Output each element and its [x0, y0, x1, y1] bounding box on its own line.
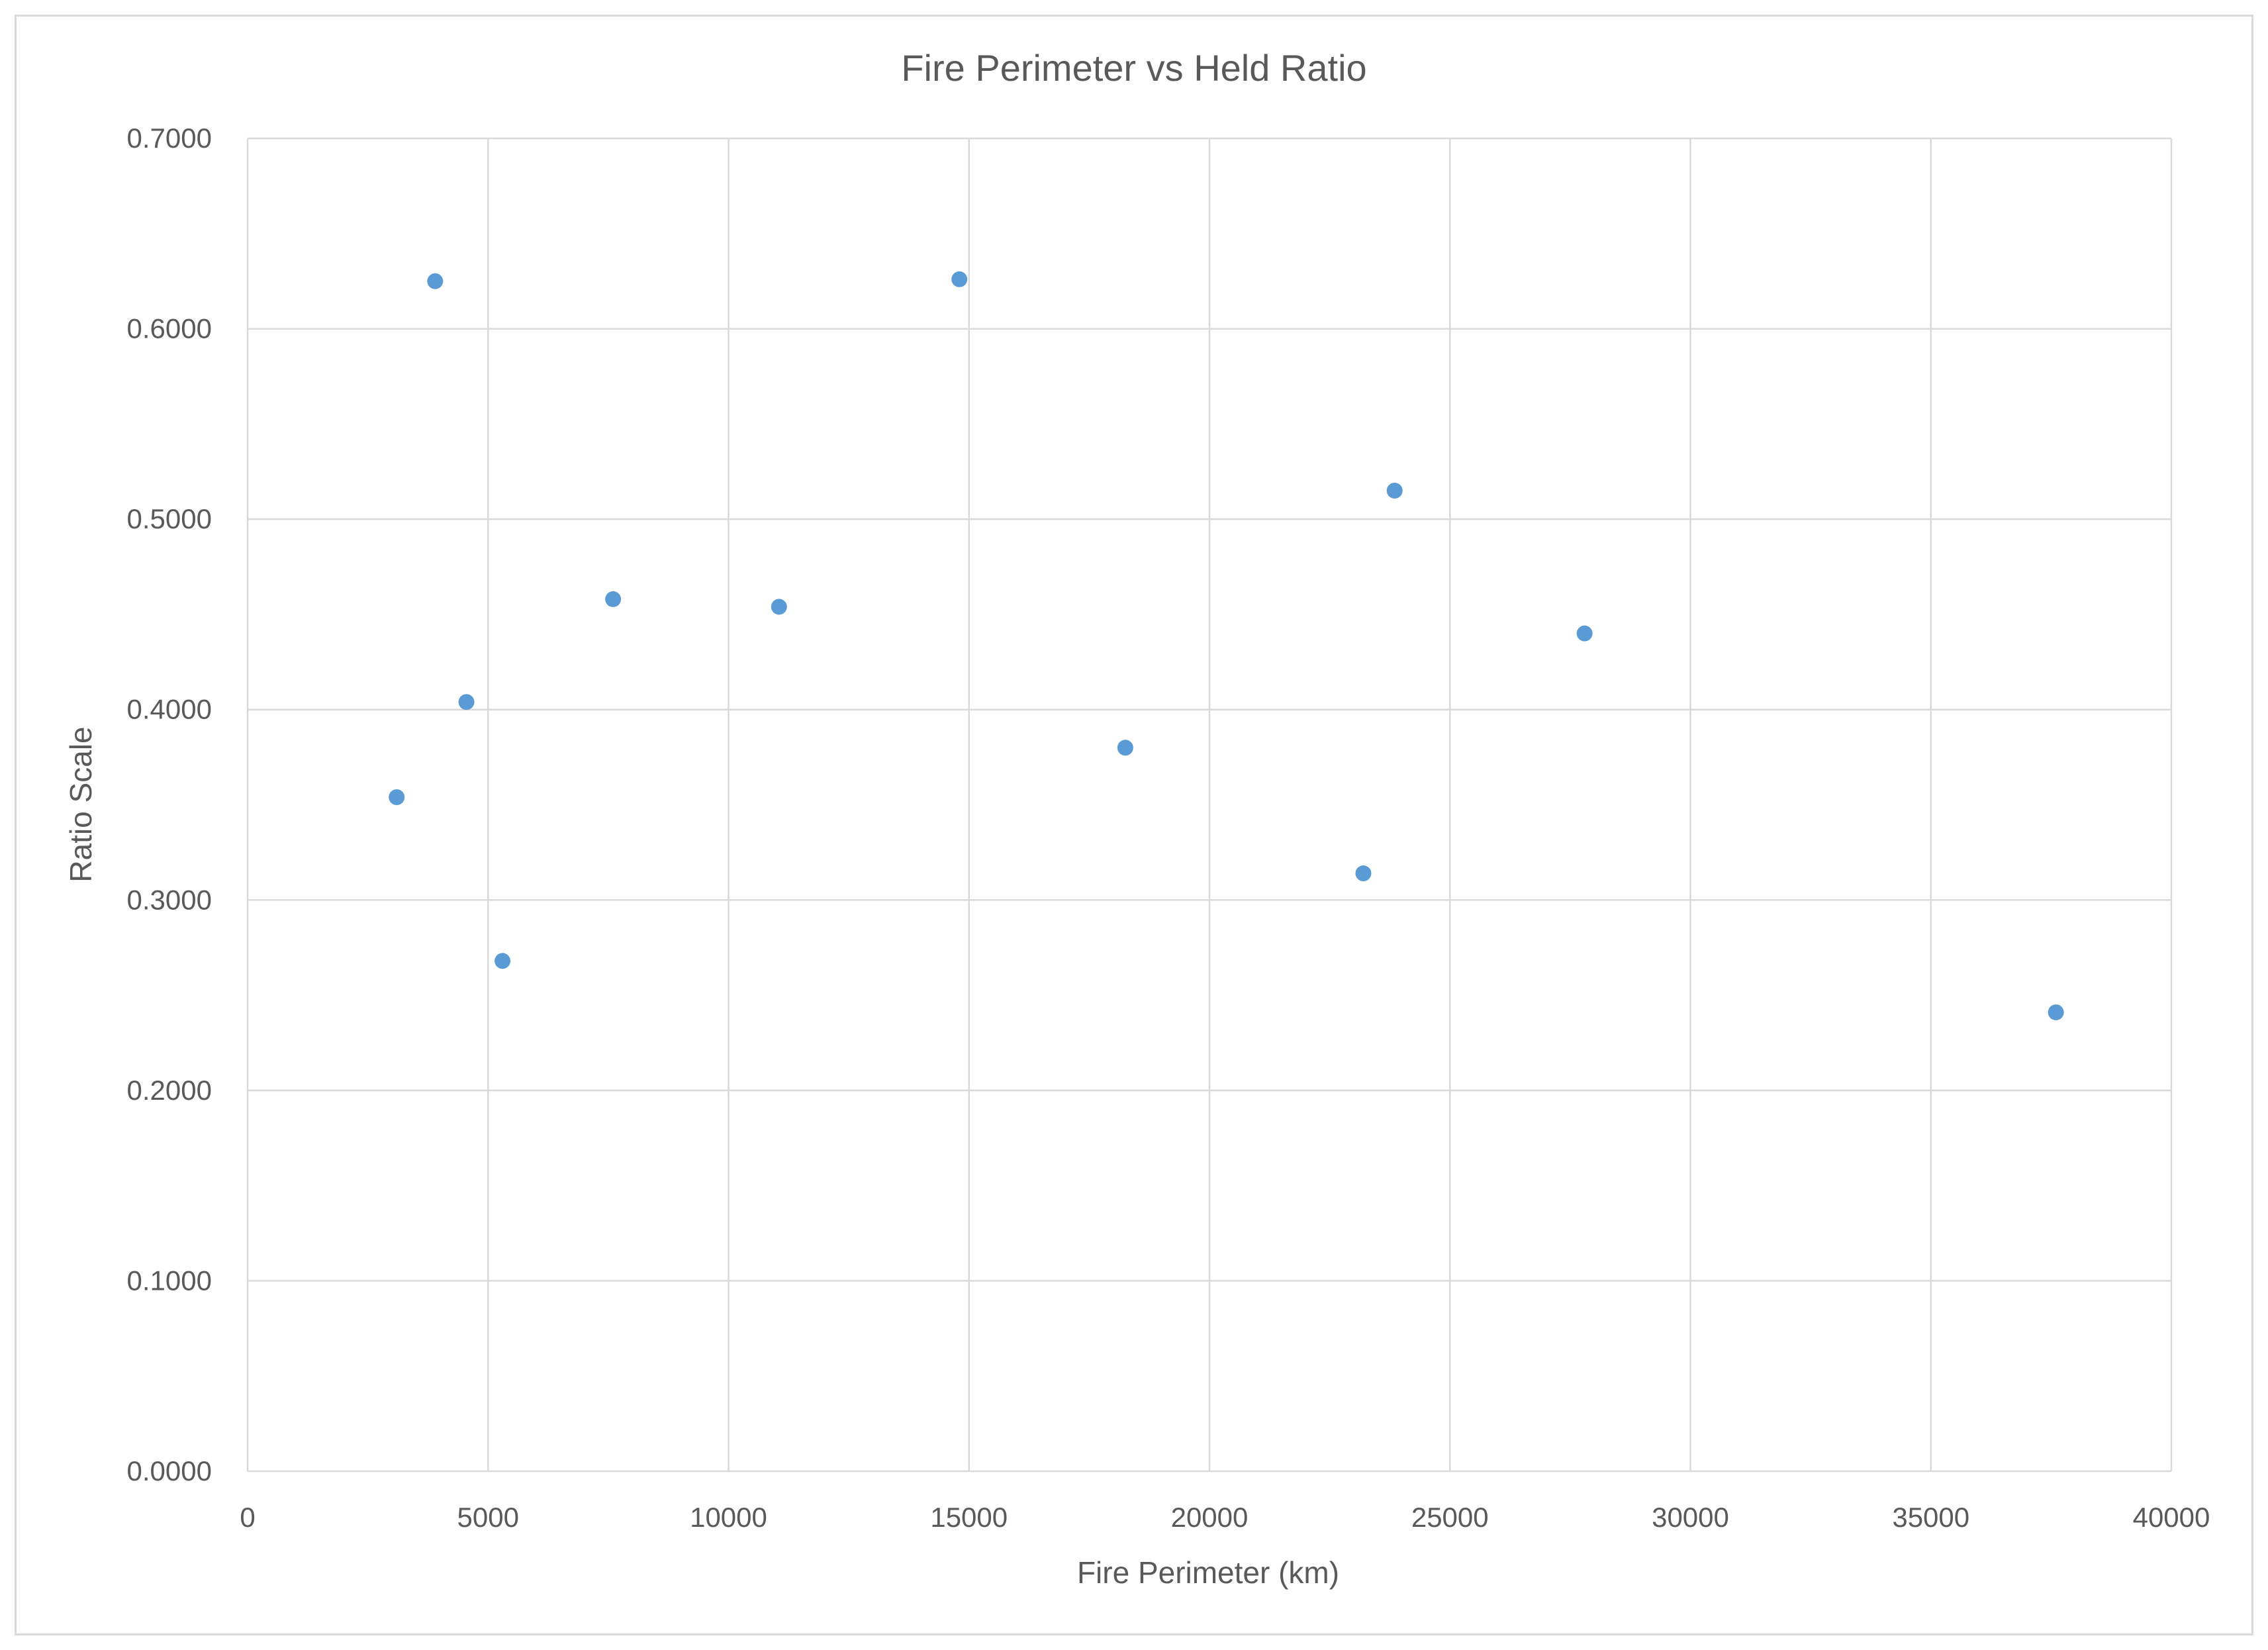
- data-point: [1117, 740, 1133, 756]
- y-tick-label: 0.2000: [127, 1075, 212, 1106]
- x-axis-tick-labels: 0 5000 10000 15000 20000 25000 30000 35000 40000: [240, 1502, 2210, 1533]
- data-point: [1576, 625, 1593, 642]
- x-tick-label: 0: [240, 1502, 255, 1533]
- y-tick-label: 0.0000: [127, 1455, 212, 1486]
- y-tick-label: 0.4000: [127, 694, 212, 725]
- data-points: [389, 271, 2064, 1020]
- y-tick-label: 0.1000: [127, 1265, 212, 1296]
- x-tick-label: 5000: [457, 1502, 519, 1533]
- y-tick-label: 0.3000: [127, 884, 212, 915]
- x-tick-label: 35000: [1892, 1502, 1969, 1533]
- data-point: [951, 271, 968, 287]
- data-point: [1355, 865, 1372, 882]
- data-point: [2048, 1004, 2064, 1020]
- data-point: [605, 591, 622, 607]
- x-tick-label: 30000: [1652, 1502, 1729, 1533]
- y-tick-label: 0.6000: [127, 313, 212, 344]
- x-tick-label: 15000: [930, 1502, 1008, 1533]
- x-tick-label: 40000: [2133, 1502, 2210, 1533]
- x-tick-label: 25000: [1411, 1502, 1489, 1533]
- data-point: [1386, 483, 1403, 499]
- chart-title: Fire Perimeter vs Held Ratio: [901, 47, 1366, 89]
- data-point: [495, 953, 511, 969]
- data-point: [771, 599, 787, 615]
- x-tick-label: 20000: [1171, 1502, 1249, 1533]
- y-tick-label: 0.5000: [127, 503, 212, 534]
- data-point: [458, 694, 475, 710]
- data-point: [389, 789, 405, 805]
- data-point: [427, 273, 444, 289]
- x-axis-title: Fire Perimeter (km): [1077, 1555, 1339, 1590]
- gridlines: [246, 137, 2173, 1473]
- y-axis-title: Ratio Scale: [64, 726, 98, 882]
- y-axis-tick-labels: 0.0000 0.1000 0.2000 0.3000 0.4000 0.5000 0.60…: [127, 122, 212, 1486]
- y-tick-label: 0.7000: [127, 122, 212, 154]
- x-tick-label: 10000: [690, 1502, 767, 1533]
- chart-area: [15, 15, 2253, 1635]
